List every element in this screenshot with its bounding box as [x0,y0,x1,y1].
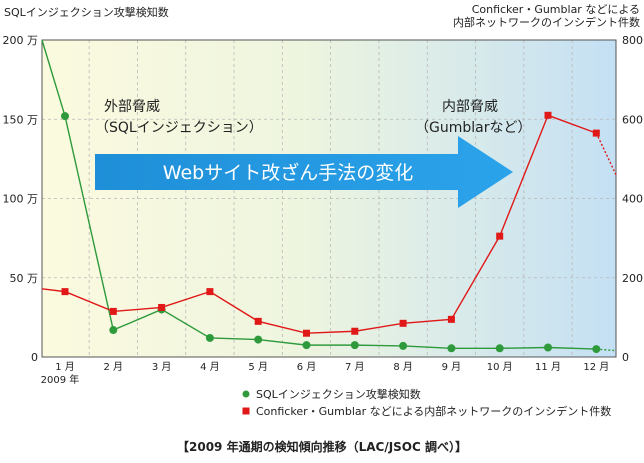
incident-point [447,315,455,323]
sql-point [495,344,504,353]
sql-series-trend [596,348,617,352]
sql-point [350,341,359,350]
sql-point [447,344,456,353]
legend-label-incident: Conficker・Gumblar などによる内部ネットワークのインシデント件数 [256,404,611,418]
x-tick-label: 11 月 [535,361,561,373]
series-layer [41,39,617,354]
legend: SQLインジェクション攻撃検知数 Conficker・Gumblar などによる… [242,387,611,418]
x-tick-label: 10 月 [487,361,513,373]
right-tick-label: 0 [622,351,629,364]
right-tick-label: 400 [622,193,643,206]
incident-point [109,307,117,315]
left-tick-label: 0 [31,351,38,364]
x-tick-label: 8 月 [393,361,413,373]
x-tick-label: 12 月 [583,361,609,373]
x-tick-label: 3 月 [152,361,172,373]
incident-point [544,111,552,119]
incident-point [61,288,69,296]
grid [42,40,616,357]
incident-point [254,317,262,325]
external-threat-sublabel: （SQLインジェクション） [95,120,263,136]
left-tick-label: 200 万 [3,34,39,47]
left-tick-label: 150 万 [3,113,39,126]
sql-point [302,341,311,350]
arrow-text: Webサイト改ざん手法の変化 [163,161,413,184]
x-tick-label: 9 月 [442,361,462,373]
legend-marker-incident [242,407,250,415]
left-tick-label: 100 万 [3,193,39,206]
x-tick-label: 7 月 [345,361,365,373]
sql-point [592,345,601,354]
x-tick-label: 2 月 [104,361,124,373]
right-tick-label: 800 [622,34,643,47]
caption: 【2009 年通期の検知傾向推移（LAC/JSOC 調べ）】 [177,439,467,454]
incident-point [158,303,166,311]
incident-point [351,327,359,335]
x-tick-label: 4 月 [200,361,220,373]
internal-threat-sublabel: （Gumblarなど） [415,120,531,136]
change-arrow [95,136,513,208]
internal-threat-label: 内部脅威 [442,99,498,115]
right-axis-title-line1: Conficker・Gumblar などによる [472,3,640,16]
sql-point [544,343,552,352]
incident-point [303,329,310,337]
incident-point [206,288,214,296]
x-tick-label: 1 月 [55,361,75,373]
sql-point [254,335,263,344]
sql-point [109,326,118,335]
right-axis-title-line2: 内部ネットワークのインシデント件数 [453,15,640,29]
left-axis-title: SQLインジェクション攻撃検知数 [4,5,169,19]
legend-label-sql: SQLインジェクション攻撃検知数 [256,387,421,401]
left-tick-label: 50 万 [10,272,39,285]
incident-point [399,319,407,327]
right-tick-label: 600 [622,113,643,126]
x-tick-label: 6 月 [297,361,317,373]
right-axis-ticks: 0 200 400 600 800 [622,34,643,364]
incident-point [496,232,504,240]
incident-point [592,129,600,137]
left-axis-ticks: 0 50 万 100 万 150 万 200 万 [3,34,39,364]
legend-marker-sql [242,390,250,398]
x-axis-ticks: 1 月 2 月 3 月 4 月 5 月 6 月 7 月 8 月 9 月 10 月 11 月 12 月 [55,361,609,373]
sql-point [61,112,69,121]
year-label: 2009 年 [41,373,80,386]
x-tick-label: 5 月 [248,361,268,373]
right-tick-label: 200 [622,272,643,285]
external-threat-label: 外部脅威 [104,99,160,115]
sql-point [205,333,214,342]
plot-border [41,39,617,358]
sql-point [399,341,408,350]
